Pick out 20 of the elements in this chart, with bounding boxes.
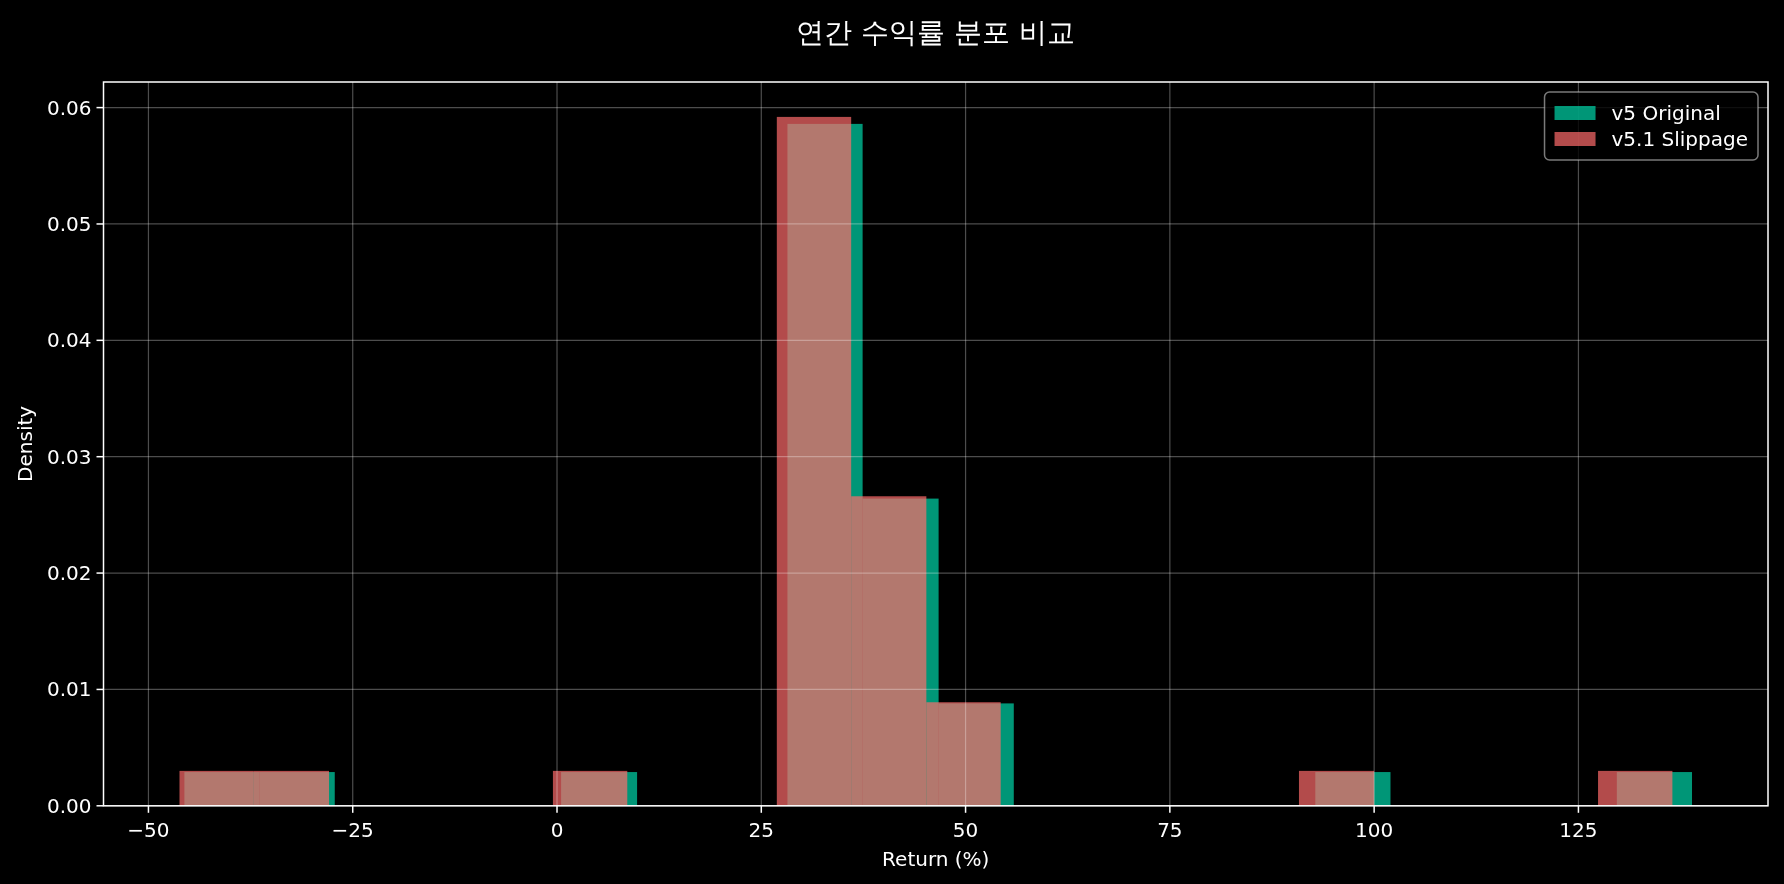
x-tick-label: 25 bbox=[748, 817, 775, 842]
y-tick-label: 0.02 bbox=[46, 561, 92, 586]
legend-label: v5 Original bbox=[1611, 101, 1721, 125]
y-tick-label: 0.00 bbox=[46, 793, 92, 818]
x-tick-label: 125 bbox=[1559, 817, 1598, 842]
legend-label: v5.1 Slippage bbox=[1611, 127, 1748, 151]
chart-title: 연간 수익률 분포 비교 bbox=[796, 16, 1076, 49]
x-tick-label: 0 bbox=[550, 817, 564, 842]
x-tick-label: −25 bbox=[331, 817, 374, 842]
y-tick-label: 0.04 bbox=[46, 328, 92, 353]
x-tick-label: 100 bbox=[1355, 817, 1394, 842]
x-axis-title: Return (%) bbox=[882, 847, 990, 871]
y-tick-label: 0.01 bbox=[46, 677, 92, 702]
x-tick-label: −50 bbox=[127, 817, 170, 842]
y-tick-label: 0.06 bbox=[46, 95, 92, 120]
x-tick-label: 75 bbox=[1157, 817, 1183, 842]
y-tick-label: 0.05 bbox=[46, 211, 92, 236]
y-axis-title: Density bbox=[13, 405, 37, 482]
y-tick-label: 0.03 bbox=[46, 444, 92, 469]
x-tick-label: 50 bbox=[952, 817, 979, 842]
